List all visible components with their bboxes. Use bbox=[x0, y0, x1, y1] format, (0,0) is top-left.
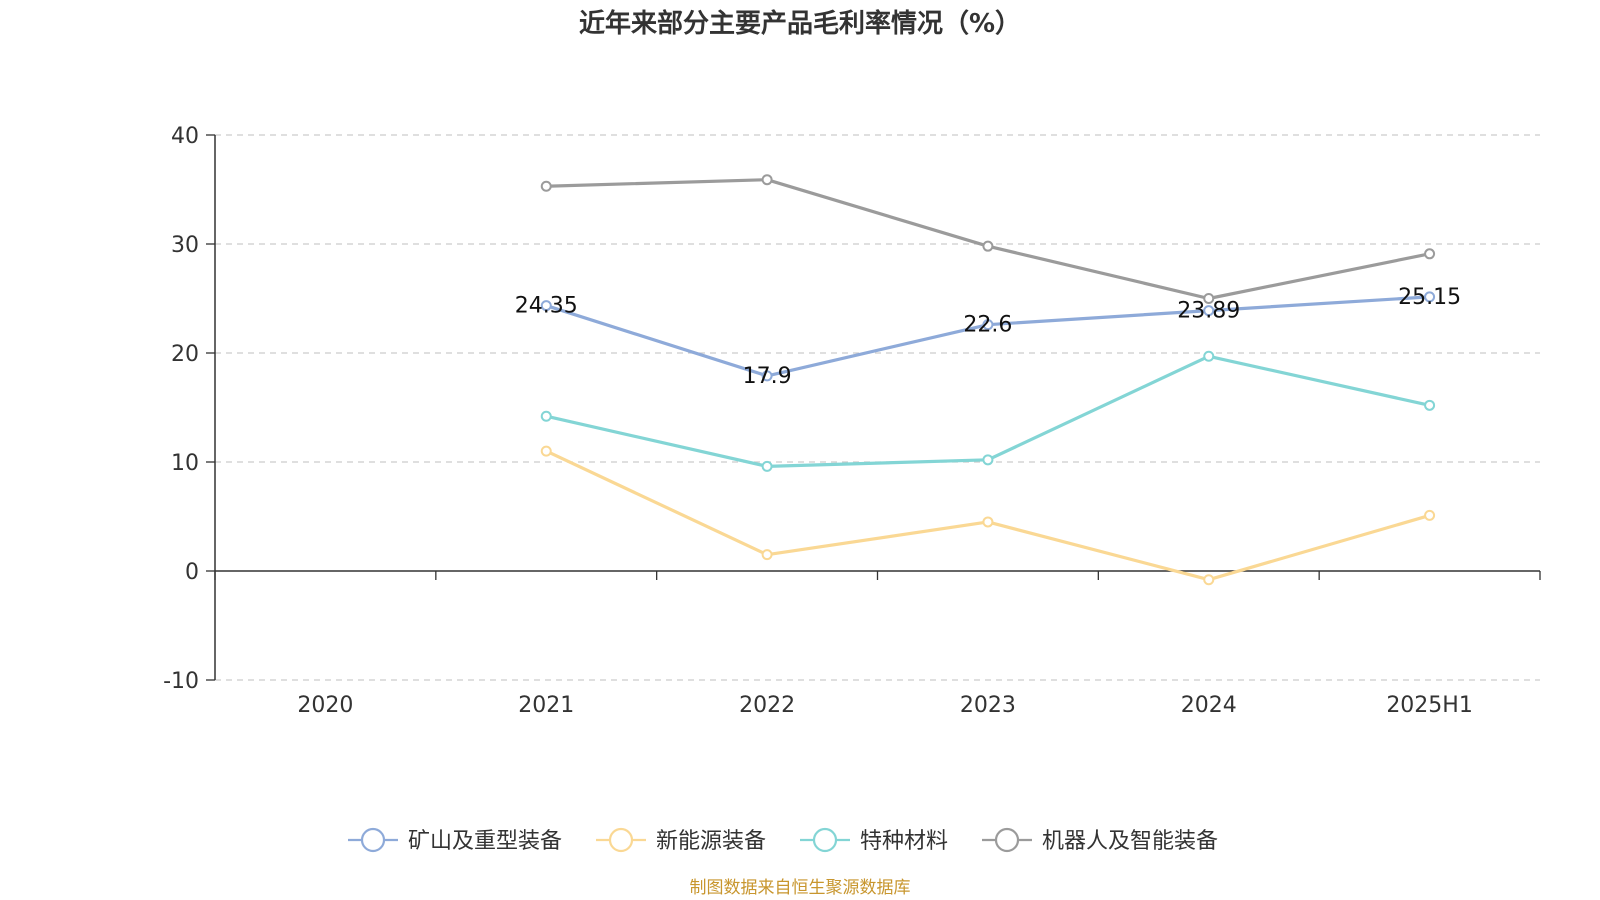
legend-label: 特种材料 bbox=[860, 829, 948, 854]
x-tick-label: 2022 bbox=[739, 693, 795, 718]
legend-marker bbox=[994, 827, 1020, 853]
data-point bbox=[1424, 399, 1436, 411]
chart-title: 近年来部分主要产品毛利率情况（%） bbox=[579, 8, 1021, 39]
legend-marker bbox=[608, 827, 634, 853]
source-note: 制图数据来自恒生聚源数据库 bbox=[690, 878, 911, 898]
data-label: 22.6 bbox=[963, 313, 1012, 338]
legend-marker bbox=[812, 827, 838, 853]
x-tick-label: 2025H1 bbox=[1386, 693, 1473, 718]
data-point bbox=[1203, 574, 1215, 586]
data-point bbox=[982, 240, 994, 252]
data-point bbox=[540, 180, 552, 192]
data-point bbox=[1203, 350, 1215, 362]
legend-label: 新能源装备 bbox=[656, 829, 766, 854]
x-tick-label: 2023 bbox=[960, 693, 1016, 718]
grid bbox=[215, 134, 1540, 681]
data-point bbox=[982, 516, 994, 528]
data-point bbox=[761, 370, 773, 382]
y-tick-label: 0 bbox=[185, 560, 199, 585]
data-point bbox=[982, 454, 994, 466]
y-tick-label: 40 bbox=[171, 124, 199, 149]
data-point bbox=[1424, 509, 1436, 521]
data-point bbox=[540, 300, 552, 312]
data-label: 24.35 bbox=[515, 294, 578, 319]
data-point bbox=[540, 445, 552, 457]
x-tick-label: 2021 bbox=[518, 693, 574, 718]
data-point bbox=[982, 319, 994, 331]
legend-label: 机器人及智能装备 bbox=[1042, 829, 1218, 854]
legend-marker bbox=[360, 827, 386, 853]
legend-label: 矿山及重型装备 bbox=[408, 829, 562, 854]
x-tick-label: 2020 bbox=[297, 693, 353, 718]
data-label: 17.9 bbox=[743, 364, 792, 389]
y-tick-label: 30 bbox=[171, 233, 199, 258]
series-group bbox=[540, 174, 1436, 586]
y-tick-label: 20 bbox=[171, 342, 199, 367]
y-tick-label: -10 bbox=[163, 669, 199, 694]
data-label: 23.89 bbox=[1177, 299, 1240, 324]
data-point bbox=[1424, 291, 1436, 303]
y-tick-label: 10 bbox=[171, 451, 199, 476]
x-tick-label: 2024 bbox=[1181, 693, 1237, 718]
data-point bbox=[1424, 248, 1436, 260]
data-point bbox=[761, 549, 773, 561]
data-point bbox=[761, 174, 773, 186]
series-line bbox=[546, 178, 1430, 301]
data-point bbox=[540, 410, 552, 422]
series-line bbox=[545, 449, 1431, 582]
data-point bbox=[1203, 305, 1215, 317]
data-label: 25.15 bbox=[1398, 285, 1461, 310]
legend: 矿山及重型装备 新能源装备 特种材料 机器人及智能装备 bbox=[348, 827, 1218, 854]
series-line bbox=[545, 354, 1430, 468]
data-labels: 24.35 17.9 22.6 23.89 25.15 bbox=[515, 285, 1461, 389]
axes: -10 0 10 20 30 40 2020 2021 2022 2023 2024 2025H1 bbox=[163, 124, 1541, 718]
data-point bbox=[761, 460, 773, 472]
data-point bbox=[1203, 293, 1215, 304]
